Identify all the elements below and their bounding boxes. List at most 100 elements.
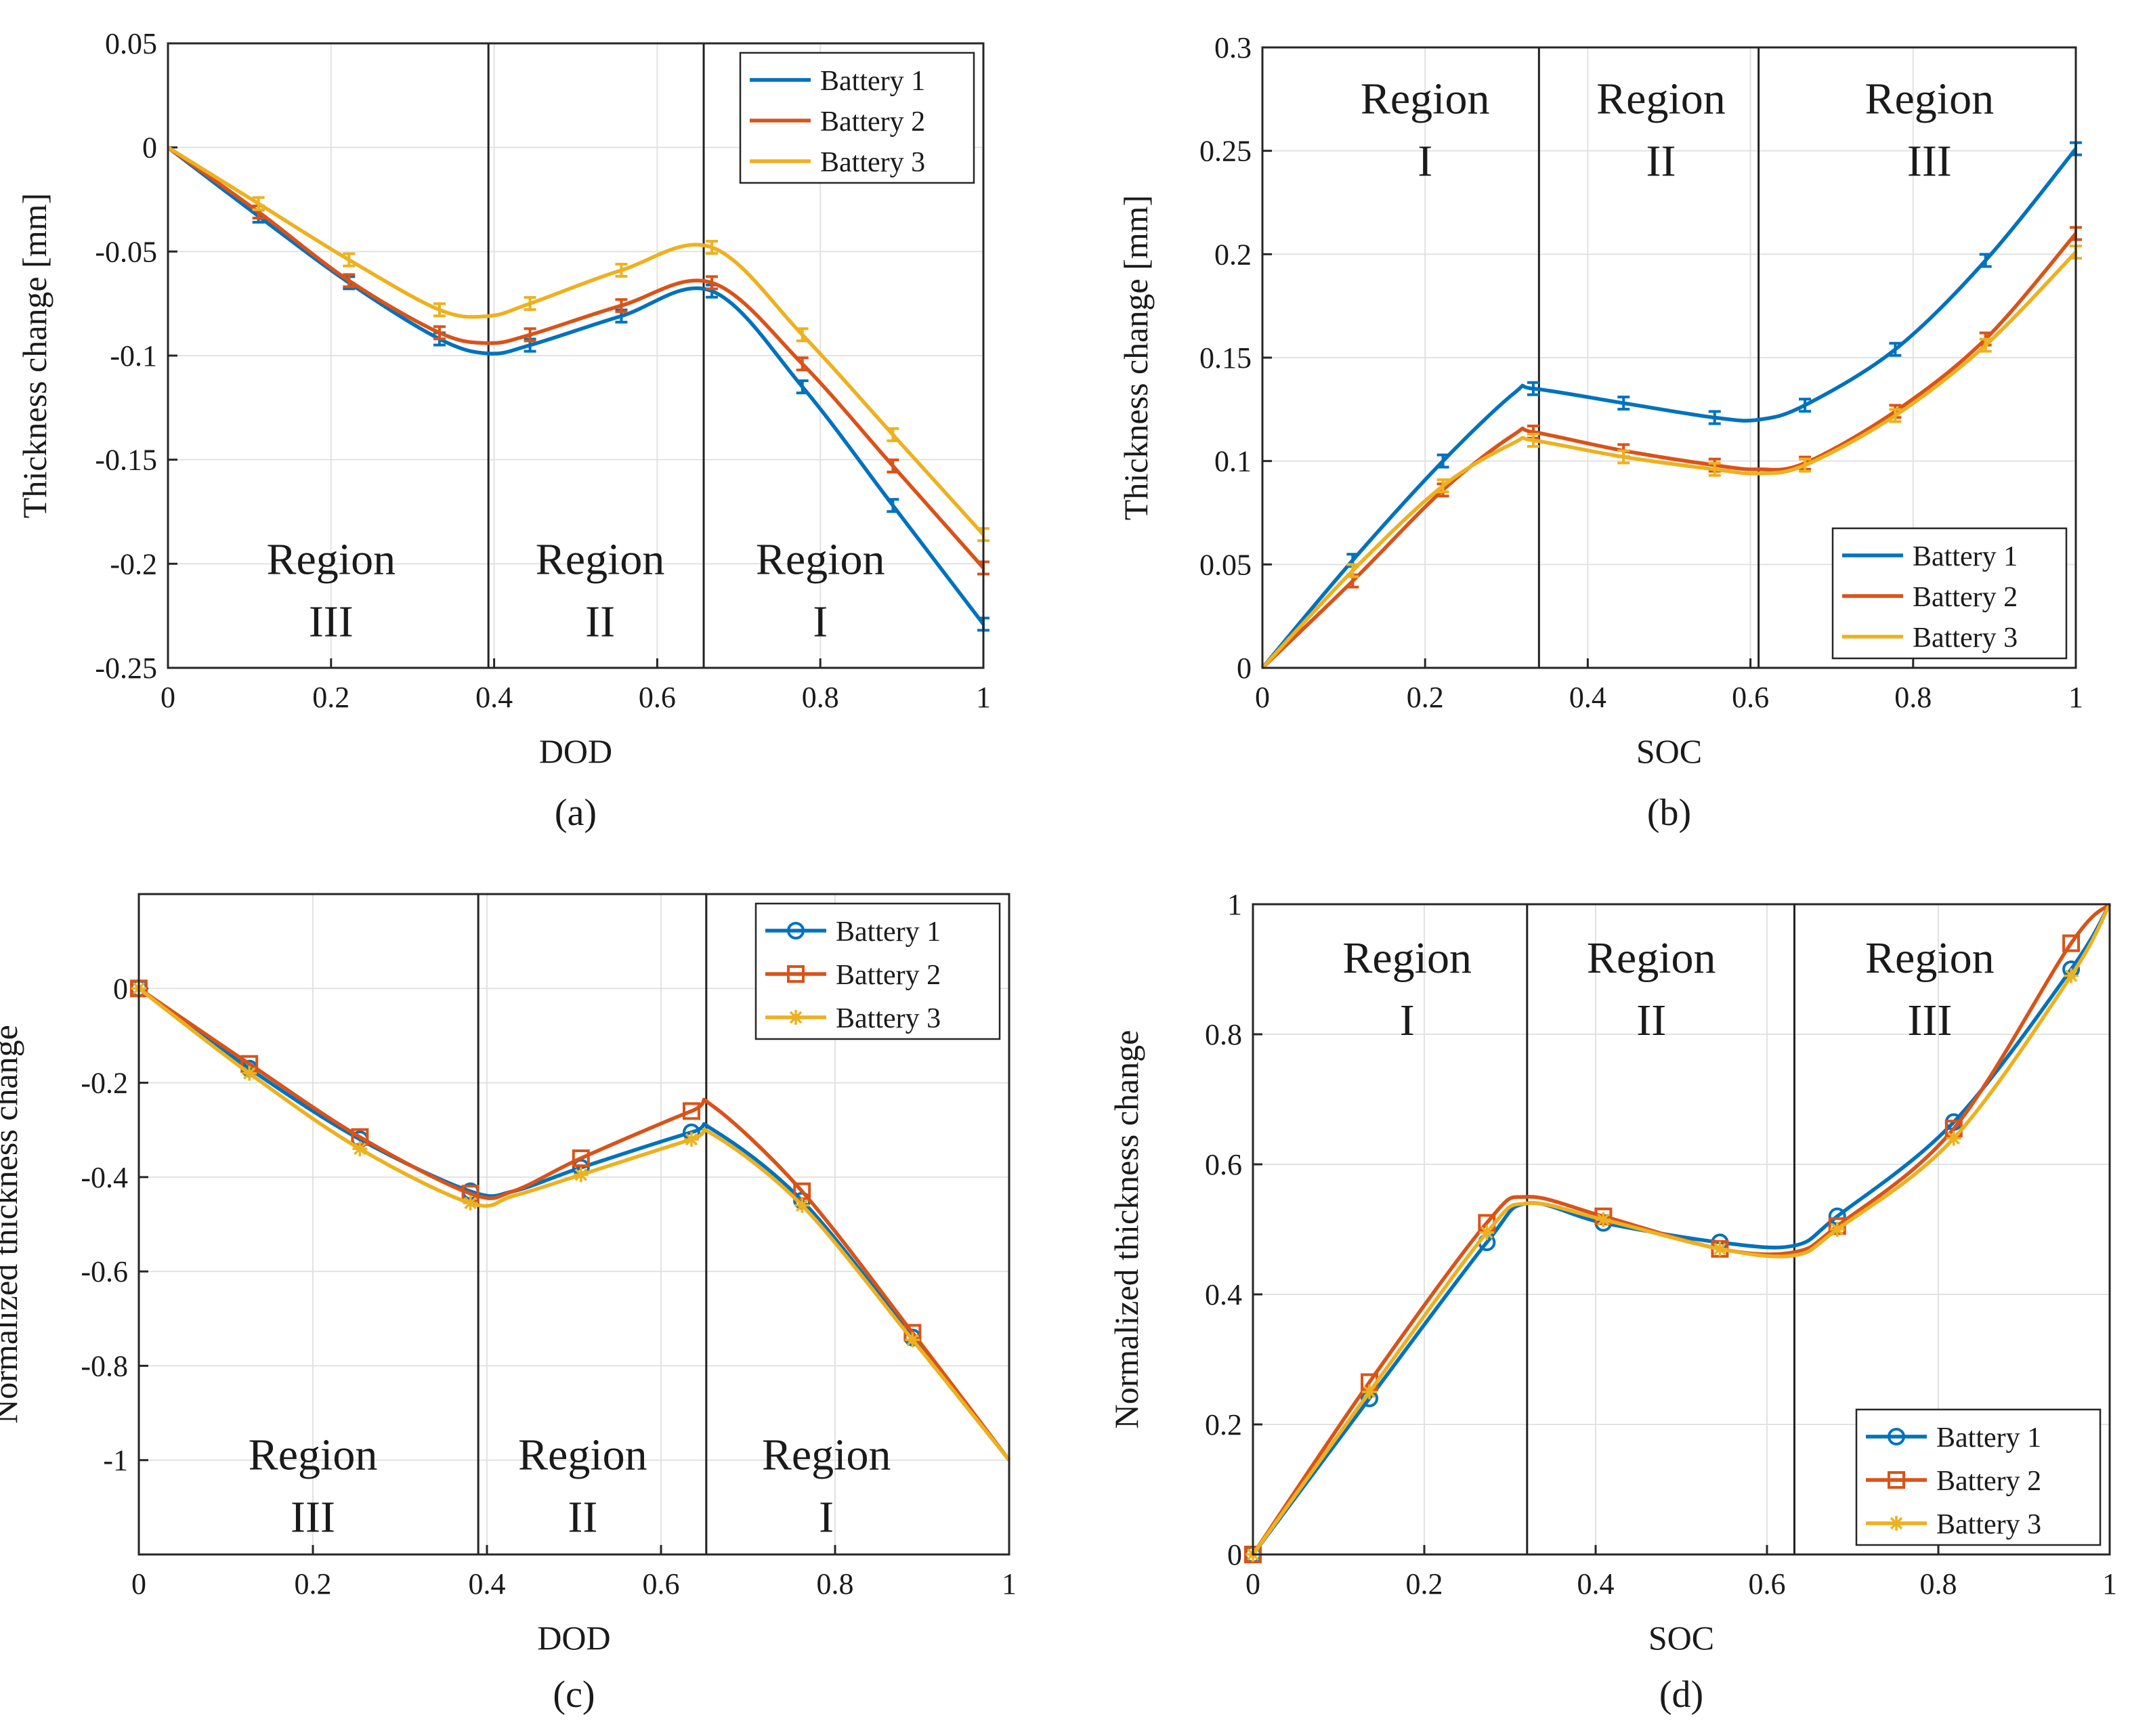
x-tick-label: 0.2 (1406, 1567, 1443, 1601)
series-line-battery-3 (1251, 903, 2112, 1556)
y-tick-label: -0.2 (81, 1067, 128, 1100)
y-tick-label: -0.15 (95, 444, 157, 477)
y-tick-label: -0.8 (81, 1349, 128, 1382)
data-marker-battery-1 (1527, 381, 1539, 396)
legend-marker-battery-1 (1888, 1428, 1905, 1445)
legend-label-battery-3: Battery 3 (1936, 1509, 2041, 1540)
data-marker-battery-2 (343, 273, 356, 289)
data-marker-battery-3 (706, 240, 719, 255)
panel-a: 0 0.2 0.4 0.6 0.8 1 -0.25 -0.2 -0.15 -0.1 -0.05 0 0.… (16, 27, 991, 834)
region-label: Region (518, 1431, 647, 1480)
panel-c: 0 0.2 0.4 0.6 0.8 1 -1 -0.8 -0.6 -0.4 -0.2 0 Region I… (0, 893, 1017, 1716)
data-marker-battery-3 (1829, 1222, 1845, 1237)
region-label: Region (1361, 75, 1490, 124)
data-marker-battery-3 (524, 296, 536, 312)
data-marker-battery-3 (887, 427, 899, 442)
x-tick-label: 0.2 (1407, 681, 1444, 714)
x-tick-label: 0.6 (1749, 1567, 1786, 1601)
legend-marker-battery-2 (1888, 1471, 1905, 1489)
data-marker-battery-3 (796, 327, 809, 343)
y-tick-label: 0.05 (105, 27, 157, 60)
region-label: I (1400, 996, 1415, 1045)
y-axis-label: Normalized thickness change (1107, 1030, 1145, 1429)
legend-label-battery-3: Battery 3 (836, 1003, 941, 1034)
x-tick-label: 0.8 (802, 681, 839, 714)
legend: Battery 1 Battery 2 Battery 3 (1831, 527, 2068, 660)
data-marker-battery-1 (1617, 396, 1630, 411)
y-tick-label: 0.1 (1214, 445, 1252, 478)
region-label: Region (266, 535, 396, 585)
plot-frame (137, 893, 1010, 1556)
data-marker-battery-3 (252, 196, 265, 211)
y-tick-label: -0.6 (81, 1255, 128, 1288)
y-tick-label: 0.4 (1205, 1278, 1242, 1311)
y-tick-label: 1 (1227, 888, 1242, 921)
data-marker-battery-3 (1979, 337, 1992, 353)
x-axis-label: DOD (539, 732, 612, 770)
data-marker-battery-1 (1979, 253, 1992, 268)
data-marker-battery-3 (352, 1141, 368, 1157)
x-tick-label: 0 (1245, 1567, 1260, 1601)
region-label: III (1907, 137, 1952, 186)
region-label: Region (1587, 933, 1716, 983)
x-tick-label: 0.6 (1732, 681, 1769, 714)
y-axis-label: Thickness change [mm] (16, 193, 54, 518)
data-marker-battery-2 (572, 1149, 590, 1167)
data-marker-battery-3 (1527, 433, 1539, 448)
data-marker-battery-2 (796, 356, 809, 372)
legend-marker-battery-2 (787, 965, 805, 983)
data-marker-battery-3 (1889, 408, 1902, 423)
data-marker-battery-2 (615, 298, 628, 314)
data-marker-battery-2 (887, 458, 899, 473)
region-label: II (1636, 996, 1666, 1045)
data-marker-battery-3 (1946, 1130, 1961, 1146)
data-marker-battery-3 (1479, 1225, 1495, 1240)
series-line-battery-2 (137, 987, 1011, 1462)
x-tick-label: 0.2 (295, 1567, 332, 1601)
panel-caption: (d) (1659, 1674, 1703, 1716)
data-marker-battery-3 (2064, 968, 2079, 983)
x-tick-label: 0.4 (1577, 1567, 1615, 1601)
data-marker-battery-2 (524, 327, 536, 343)
data-marker-battery-1 (1708, 410, 1721, 425)
data-marker-battery-3 (242, 1065, 257, 1081)
plot-frame (167, 42, 985, 669)
series-line-battery-1 (137, 987, 1011, 1462)
data-marker-battery-3 (1346, 563, 1359, 578)
region-label: II (585, 597, 615, 647)
y-tick-label: -0.25 (95, 652, 157, 685)
plot-frame (1252, 903, 2111, 1556)
data-marker-battery-3 (1436, 478, 1449, 494)
data-marker-battery-3 (794, 1198, 810, 1213)
data-marker-battery-3 (573, 1167, 589, 1183)
x-tick-label: 1 (2102, 1567, 2117, 1601)
legend-label-battery-3: Battery 3 (1913, 622, 2018, 654)
data-marker-battery-3 (1712, 1241, 1728, 1256)
data-marker-battery-3 (463, 1195, 478, 1211)
region-label: III (1907, 996, 1952, 1045)
x-tick-label: 0.4 (469, 1567, 506, 1601)
data-marker-battery-3 (1617, 449, 1630, 465)
region-label: Region (1342, 933, 1472, 983)
y-tick-label: 0 (142, 131, 157, 165)
x-tick-label: 0.8 (1894, 681, 1932, 714)
x-tick-label: 0 (161, 681, 175, 714)
legend-marker-battery-3 (788, 1010, 803, 1025)
x-tick-label: 0.8 (817, 1567, 854, 1601)
series-line-battery-3 (1260, 251, 2077, 669)
region-label: Region (1865, 933, 1995, 983)
y-tick-label: -1 (103, 1444, 128, 1477)
x-tick-label: 1 (976, 681, 991, 714)
region-label: Region (536, 535, 665, 585)
x-tick-label: 1 (2068, 681, 2083, 714)
y-tick-label: 0.15 (1199, 341, 1252, 375)
data-marker-battery-3 (343, 252, 356, 268)
data-marker-battery-2 (706, 275, 719, 291)
y-tick-label: 0 (1237, 652, 1252, 685)
y-axis-label: Normalized thickness change (0, 1025, 24, 1424)
x-tick-label: 0.6 (639, 681, 676, 714)
y-tick-label: 0.6 (1205, 1148, 1242, 1181)
series-line-battery-1 (1260, 147, 2078, 669)
y-tick-label: 0.05 (1199, 548, 1252, 581)
